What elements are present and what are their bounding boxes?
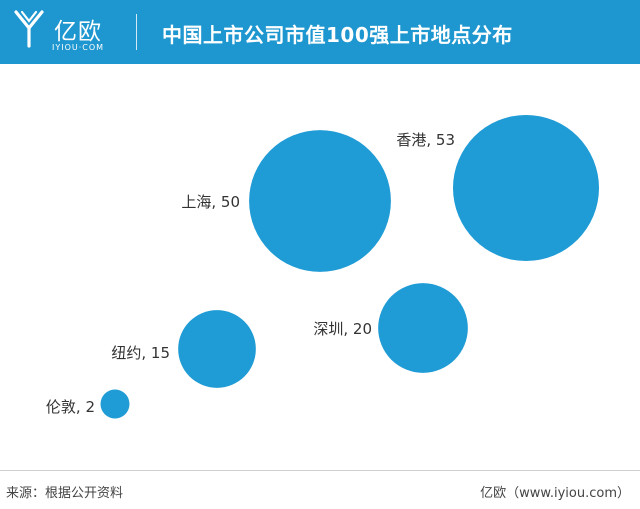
header-divider <box>136 14 137 50</box>
logo-mark-icon <box>14 10 44 48</box>
footer-divider <box>0 470 640 471</box>
bubble-深圳 <box>378 283 468 373</box>
site-credit: 亿欧（www.iyiou.com） <box>480 486 630 501</box>
bubble-label-深圳: 深圳, 20 <box>313 320 372 338</box>
bubble-chart: 上海, 50 香港, 53 深圳, 20 纽约, 15 伦敦, 2 <box>46 115 599 419</box>
source-note: 来源：根据公开资料 <box>6 486 124 501</box>
bubble-伦敦 <box>100 389 130 419</box>
logo-text: 亿欧 <box>54 19 102 45</box>
bubble-label-伦敦: 伦敦, 2 <box>46 398 95 416</box>
chart-title: 中国上市公司市值100强上市地点分布 <box>162 23 513 47</box>
bubble-label-纽约: 纽约, 15 <box>111 344 170 362</box>
bubble-香港 <box>453 115 599 261</box>
bubble-纽约 <box>178 310 256 388</box>
bubble-label-香港: 香港, 53 <box>396 131 455 149</box>
logo[interactable]: 亿欧 IYIOU·COM <box>14 8 122 56</box>
bubble-label-上海: 上海, 50 <box>181 193 240 211</box>
logo-subtext: IYIOU·COM <box>52 43 105 52</box>
header-bar: 亿欧 IYIOU·COM 中国上市公司市值100强上市地点分布 <box>0 0 640 64</box>
bubble-上海 <box>249 130 391 272</box>
